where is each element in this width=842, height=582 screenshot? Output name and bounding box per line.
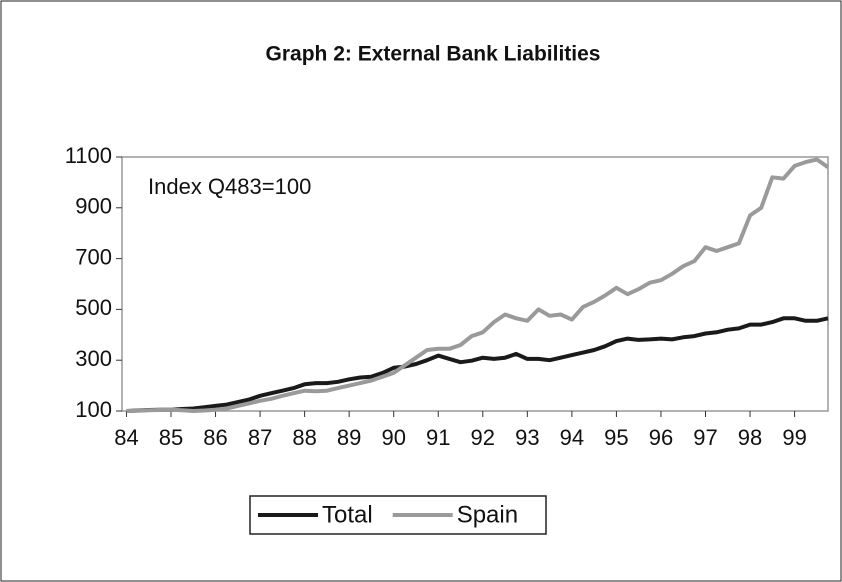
chart-title: Graph 2: External Bank Liabilities (266, 43, 601, 66)
x-tick-label: 89 (337, 425, 361, 450)
x-tick-label: 99 (782, 425, 806, 450)
y-tick-label: 100 (75, 397, 112, 422)
x-tick-label: 86 (203, 425, 227, 450)
x-tick-label: 88 (292, 425, 316, 450)
x-tick-label: 94 (560, 425, 584, 450)
y-tick-label: 900 (75, 194, 112, 219)
y-tick-label: 300 (75, 346, 112, 371)
x-tick-label: 87 (248, 425, 272, 450)
legend-label: Spain (457, 501, 518, 528)
y-tick-label: 1100 (65, 143, 112, 168)
x-tick-label: 84 (114, 425, 138, 450)
series-line (126, 157, 830, 413)
x-tick-label: 85 (159, 425, 183, 450)
x-tick-label: 90 (381, 425, 405, 450)
x-tick-label: 95 (604, 425, 628, 450)
legend-label: Total (322, 501, 373, 528)
plot-area (121, 156, 829, 412)
x-tick-label: 91 (426, 425, 450, 450)
x-tick-label: 92 (471, 425, 495, 450)
x-tick-label: 93 (515, 425, 539, 450)
x-tick-label: 97 (693, 425, 717, 450)
y-tick-label: 700 (75, 244, 112, 269)
series-line (126, 316, 829, 413)
annotation: Index Q483=100 (148, 174, 311, 199)
y-tick-label: 500 (75, 295, 112, 320)
x-tick-label: 98 (738, 425, 762, 450)
x-tick-label: 96 (649, 425, 673, 450)
